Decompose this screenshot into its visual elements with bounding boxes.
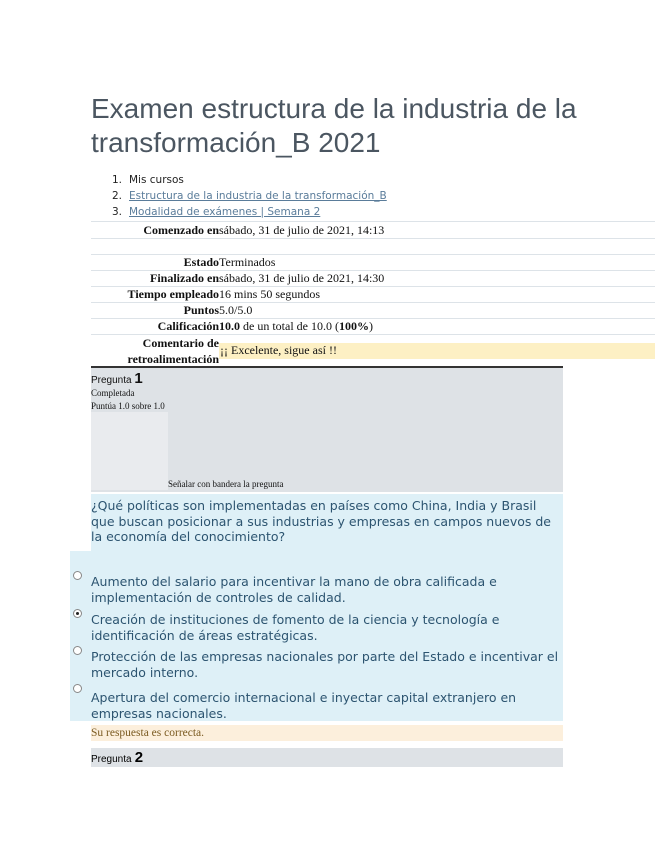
summary-row-state: Estado Terminados <box>91 254 655 271</box>
summary-row-blank <box>91 238 655 255</box>
breadcrumb-item[interactable]: 2. Estructura de la industria de la trans… <box>112 190 387 202</box>
page-title: Examen estructura de la industria de la … <box>91 93 577 158</box>
question-status: Completada <box>91 388 135 398</box>
flag-question-link[interactable]: Señalar con bandera la pregunta <box>168 479 284 489</box>
breadcrumb-link-course[interactable]: Estructura de la industria de la transfo… <box>129 190 387 202</box>
summary-row-finished: Finalizado en sábado, 31 de julio de 2021… <box>91 270 655 287</box>
answer-feedback: Su respuesta es correcta. <box>91 725 563 741</box>
breadcrumb-item[interactable]: 1. Mis cursos <box>112 174 184 186</box>
flag-area <box>91 412 168 490</box>
answer-options: Aumento del salario para incentivar la m… <box>70 551 563 721</box>
radio-option-1[interactable] <box>73 571 82 580</box>
question-text: ¿Qué políticas son implementadas en país… <box>91 494 563 546</box>
question-info-panel: Pregunta 1 Completada Puntúa 1.0 sobre 1… <box>91 366 563 492</box>
question-score: Puntúa 1.0 sobre 1.0 <box>91 401 165 411</box>
option-3[interactable]: Protección de las empresas nacionales po… <box>91 649 559 680</box>
option-4[interactable]: Apertura del comercio internacional e in… <box>91 690 517 721</box>
radio-option-2[interactable] <box>73 609 82 618</box>
summary-row-started: Comenzado en sábado, 31 de julio de 2021,… <box>91 221 655 239</box>
summary-row-feedback: Comentario de retroalimentación ¡¡ Excele… <box>91 334 655 367</box>
radio-option-3[interactable] <box>73 646 82 655</box>
breadcrumb-link-mis-cursos[interactable]: Mis cursos <box>129 174 184 186</box>
option-1[interactable]: Aumento del salario para incentivar la m… <box>91 574 497 605</box>
question-number: 1 <box>134 370 143 387</box>
summary-row-points: Puntos 5.0/5.0 <box>91 302 655 319</box>
radio-option-4[interactable] <box>73 684 82 693</box>
summary-row-time: Tiempo empleado 16 mins 50 segundos <box>91 286 655 303</box>
breadcrumb-link-section[interactable]: Modalidad de exámenes | Semana 2 <box>129 206 321 218</box>
option-2[interactable]: Creación de instituciones de fomento de … <box>91 612 500 643</box>
question-2-header: Pregunta 2 <box>91 748 563 767</box>
feedback-highlight: ¡¡ Excelente, sigue así !! <box>219 343 655 359</box>
summary-row-grade: Calificación 10.0 de un total de 10.0 (10… <box>91 318 655 335</box>
breadcrumb-item[interactable]: 3. Modalidad de exámenes | Semana 2 <box>112 206 321 218</box>
